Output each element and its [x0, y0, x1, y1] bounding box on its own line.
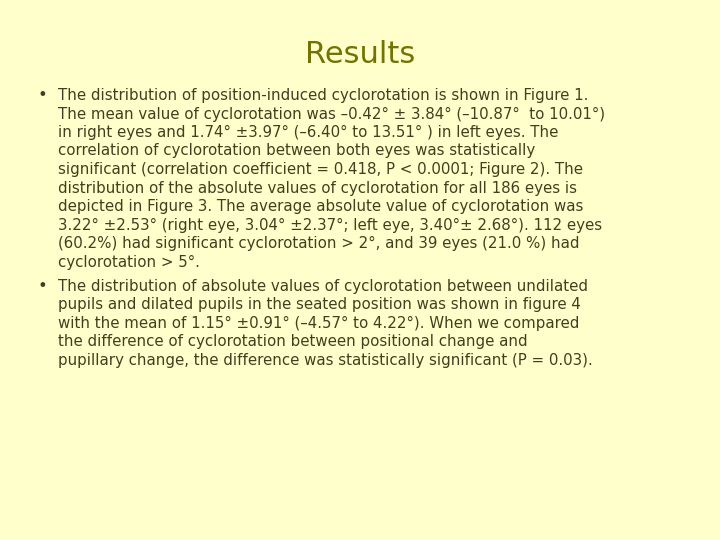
Text: the difference of cyclorotation between positional change and: the difference of cyclorotation between … [58, 334, 528, 349]
Text: in right eyes and 1.74° ±3.97° (–6.40° to 13.51° ) in left eyes. The: in right eyes and 1.74° ±3.97° (–6.40° t… [58, 125, 559, 140]
Text: The distribution of absolute values of cyclorotation between undilated: The distribution of absolute values of c… [58, 279, 588, 294]
Text: (60.2%) had significant cyclorotation > 2°, and 39 eyes (21.0 %) had: (60.2%) had significant cyclorotation > … [58, 236, 580, 251]
Text: The distribution of position-induced cyclorotation is shown in Figure 1.: The distribution of position-induced cyc… [58, 88, 588, 103]
Text: depicted in Figure 3. The average absolute value of cyclorotation was: depicted in Figure 3. The average absolu… [58, 199, 583, 214]
Text: correlation of cyclorotation between both eyes was statistically: correlation of cyclorotation between bot… [58, 144, 535, 159]
Text: Results: Results [305, 40, 415, 69]
Text: •: • [38, 88, 48, 103]
Text: significant (correlation coefficient = 0.418, P < 0.0001; Figure 2). The: significant (correlation coefficient = 0… [58, 162, 583, 177]
Text: The mean value of cyclorotation was –0.42° ± 3.84° (–10.87°  to 10.01°): The mean value of cyclorotation was –0.4… [58, 106, 605, 122]
Text: cyclorotation > 5°.: cyclorotation > 5°. [58, 254, 200, 269]
Text: with the mean of 1.15° ±0.91° (–4.57° to 4.22°). When we compared: with the mean of 1.15° ±0.91° (–4.57° to… [58, 315, 580, 330]
Text: distribution of the absolute values of cyclorotation for all 186 eyes is: distribution of the absolute values of c… [58, 180, 577, 195]
Text: pupils and dilated pupils in the seated position was shown in figure 4: pupils and dilated pupils in the seated … [58, 297, 581, 312]
Text: pupillary change, the difference was statistically significant (P = 0.03).: pupillary change, the difference was sta… [58, 353, 593, 368]
Text: 3.22° ±2.53° (right eye, 3.04° ±2.37°; left eye, 3.40°± 2.68°). 112 eyes: 3.22° ±2.53° (right eye, 3.04° ±2.37°; l… [58, 218, 602, 233]
Text: •: • [38, 279, 48, 294]
